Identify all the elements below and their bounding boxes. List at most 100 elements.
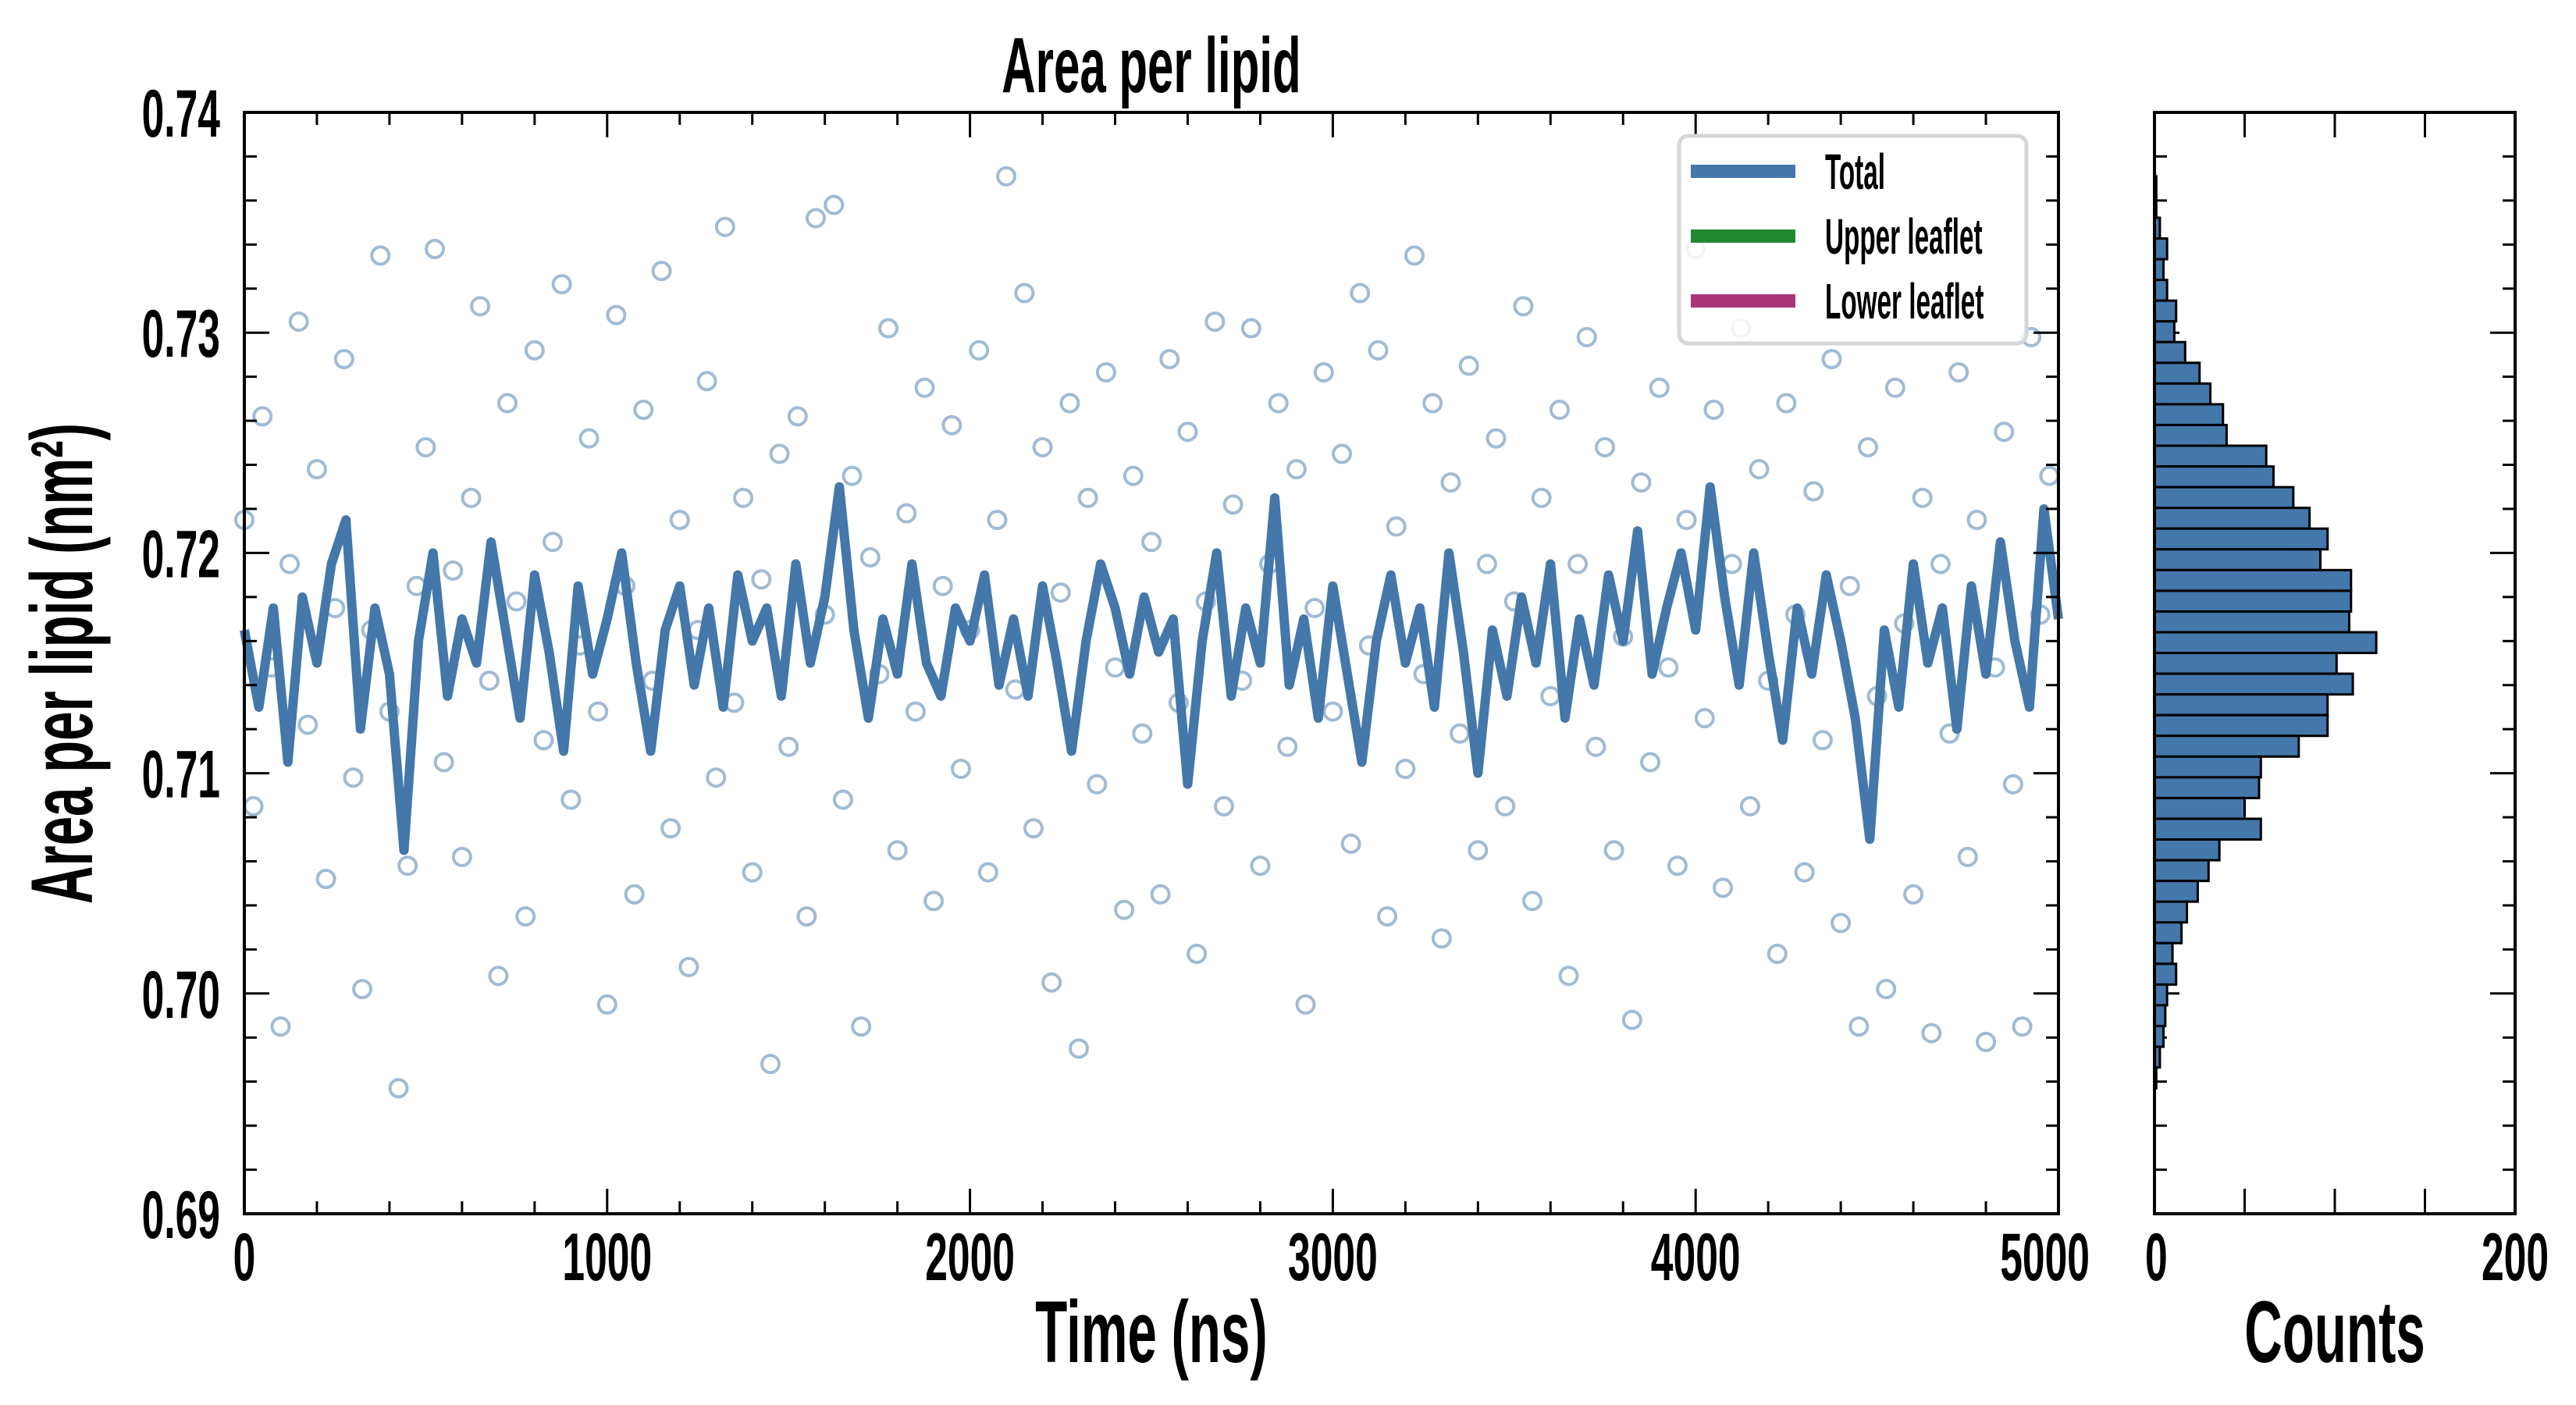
scatter-point [1476,553,1497,574]
scatter-point [1222,494,1244,515]
histogram-ticks: 0 200 [2145,112,2549,1295]
main-plot-ticks: 0 1000 2000 3000 4000 5000 0.69 0.70 0.71 0.72 0.7… [142,77,2515,1296]
hist-x-tick-label: 0 [2145,1221,2168,1296]
legend-label-lower: Lower leaflet [1825,273,1984,329]
scatter-point [1368,340,1389,361]
scatter-point [1549,399,1570,420]
scatter-point [1431,928,1452,949]
chart-title: Area per lipid [1002,22,1300,109]
scatter-point [796,906,817,927]
scatter-point [1150,884,1171,905]
scatter-point [841,465,863,486]
scatter-point [824,194,845,215]
scatter-point [1948,361,1969,382]
scatter-point [2039,465,2060,486]
scatter-point [1676,510,1697,531]
scatter-point [742,862,763,883]
scatter-point [896,503,917,524]
legend-swatch-lower [1691,294,1795,308]
scatter-point [905,701,926,722]
scatter-point [1585,736,1606,757]
x-tick-label: 4000 [1651,1221,1741,1296]
scatter-point [1450,723,1471,744]
scatter-point [1159,349,1180,370]
scatter-point [1857,436,1878,457]
scatter-point [1876,979,1897,1000]
scatter-point [1485,428,1507,449]
legend-box [1677,133,2029,346]
scatter-point [923,891,945,912]
scatter-point [252,406,273,427]
scatter-point [977,862,998,883]
scatter-point [878,318,899,339]
histogram-bar [2153,838,2221,862]
legend: Total Upper leaflet Lower leaflet [1677,133,2029,346]
histogram-bar [2153,900,2189,924]
scatter-point [914,377,935,398]
scatter-point [1667,855,1688,877]
y-axis-label: Area per lipid (nm²) [12,423,111,904]
scatter-point [315,869,336,890]
scatter-point [760,1054,781,1075]
scatter-point [1350,283,1371,304]
histogram-bar [2153,568,2353,592]
x-tick-label: 5000 [2000,1221,2090,1296]
scatter-point [1621,1009,1642,1030]
scatter-point [1776,393,1797,414]
total-line [240,482,2063,855]
scatter-point [1658,657,1679,678]
histogram-bar [2153,693,2329,717]
scatter-point [941,414,962,436]
scatter-point [1277,736,1298,757]
scatter-point [596,994,617,1015]
scatter-point [1123,465,1144,486]
histogram-x-axis-label: Counts [2244,1282,2425,1381]
scatter-point [1803,481,1824,502]
scatter-point [1576,326,1597,347]
scatter-point [1014,283,1035,304]
scatter-point [1304,597,1325,618]
histogram-bar [2153,817,2262,841]
scatter-point [660,818,681,839]
histogram-bar [2153,444,2268,468]
scatter-point [1921,1023,1942,1044]
scatter-point [1649,377,1670,398]
scatter-point [1567,553,1589,574]
scatter-point [1023,818,1044,839]
scatter-point [1703,399,1724,420]
histogram-bar [2153,403,2225,426]
scatter-point [1767,944,1788,965]
scatter-point [1132,723,1153,744]
scatter-point [1087,774,1108,795]
scatter-point [859,547,881,568]
histogram-bar [2153,652,2338,675]
scatter-point [1395,758,1416,779]
scatter-point [470,296,491,317]
scatter-point [479,670,500,692]
legend-entry-total: Total [1691,144,1885,200]
legend-entry-upper: Upper leaflet [1691,208,1983,265]
scatter-point [1377,906,1398,927]
x-axis-label: Time (ns) [1035,1282,1267,1381]
legend-entry-lower: Lower leaflet [1691,273,1984,329]
histogram-bar [2153,983,2169,1007]
histogram-bar [2153,796,2246,820]
scatter-point [1884,377,1905,398]
scatter-point [443,560,464,581]
histogram-bar [2153,382,2212,406]
scatter-point [1187,944,1208,965]
scatter-point [633,399,654,420]
scatter-point [706,767,727,788]
scatter-point [506,591,527,612]
scatter-point [551,274,572,295]
scatter-point [1322,701,1343,722]
scatter-point [950,758,971,779]
legend-swatch-total [1691,165,1795,178]
scatter-point [1522,891,1543,912]
scatter-point [1077,487,1098,508]
scatter-point [1558,966,1579,987]
scatter-point [1994,422,2015,443]
scatter-point [1213,795,1234,816]
histogram-bar [2153,941,2174,966]
scatter-point [1032,436,1053,457]
